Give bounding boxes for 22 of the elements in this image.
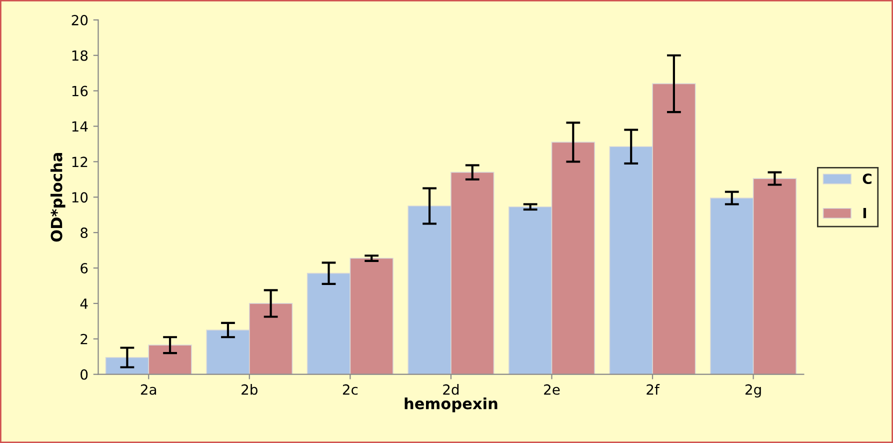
x-tick-label: 2a xyxy=(140,384,156,395)
y-tick-label: 12 xyxy=(72,156,88,167)
x-tick-label: 2b xyxy=(242,384,258,395)
y-tick-label: 8 xyxy=(80,228,88,238)
y-tick-label: 4 xyxy=(80,298,88,309)
y-tick-label: 10 xyxy=(72,192,88,203)
x-tick-label: 2e xyxy=(544,384,560,395)
legend-label: C xyxy=(862,174,872,184)
y-tick-label: 2 xyxy=(80,334,88,344)
y-tick-label: 16 xyxy=(72,86,88,96)
y-tick-label: 20 xyxy=(72,14,88,26)
x-tick-label: 2d xyxy=(443,384,459,395)
y-axis-title: OD*plocha xyxy=(50,153,66,242)
x-tick-label: 2f xyxy=(646,384,660,395)
x-tick-label: 2c xyxy=(342,384,358,395)
y-tick-label: 18 xyxy=(72,50,88,61)
y-tick-label: 6 xyxy=(80,262,88,274)
x-axis-title: hemopexin xyxy=(404,398,498,412)
y-tick-label: 0 xyxy=(80,369,88,380)
x-tick-label: 2g xyxy=(746,384,761,398)
legend-label: I xyxy=(863,208,866,218)
y-tick-label: 14 xyxy=(72,121,88,132)
